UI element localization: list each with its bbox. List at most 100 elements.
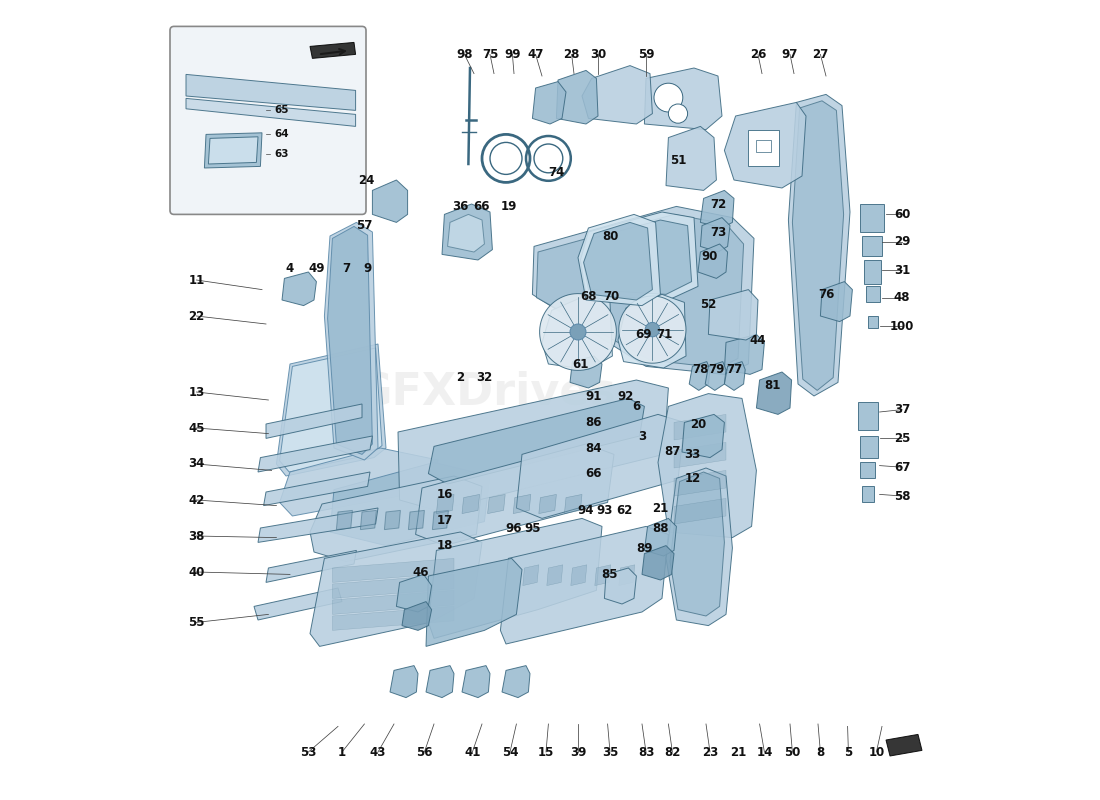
- Text: 61: 61: [572, 358, 588, 370]
- Text: 12: 12: [684, 472, 701, 485]
- Text: 70: 70: [604, 290, 619, 302]
- Text: 19: 19: [500, 200, 517, 213]
- Text: 52: 52: [701, 298, 716, 310]
- Polygon shape: [426, 558, 522, 646]
- Polygon shape: [396, 574, 431, 612]
- Text: 3: 3: [638, 430, 646, 442]
- Text: 100: 100: [890, 320, 914, 333]
- Text: 68: 68: [580, 290, 596, 302]
- Text: 11: 11: [188, 274, 205, 286]
- Text: 86: 86: [585, 416, 603, 429]
- Polygon shape: [310, 42, 355, 58]
- Polygon shape: [789, 94, 850, 396]
- Text: 94: 94: [578, 504, 594, 517]
- Polygon shape: [332, 574, 454, 598]
- Polygon shape: [564, 494, 582, 514]
- Text: 31: 31: [894, 264, 910, 277]
- Circle shape: [669, 104, 688, 123]
- Polygon shape: [408, 510, 425, 530]
- Polygon shape: [426, 666, 454, 698]
- Text: 74: 74: [548, 166, 564, 178]
- Polygon shape: [337, 510, 352, 530]
- Polygon shape: [258, 508, 378, 542]
- Text: 79: 79: [708, 363, 725, 376]
- Polygon shape: [821, 282, 852, 322]
- Text: 75: 75: [482, 48, 498, 61]
- Text: 4: 4: [286, 262, 294, 274]
- Polygon shape: [581, 212, 698, 300]
- Text: 27: 27: [812, 48, 828, 61]
- Polygon shape: [619, 296, 686, 363]
- Text: 33: 33: [684, 448, 701, 461]
- Text: 55: 55: [188, 616, 205, 629]
- Polygon shape: [674, 498, 726, 524]
- Text: 85: 85: [602, 568, 618, 581]
- Polygon shape: [448, 214, 484, 252]
- Polygon shape: [690, 362, 710, 390]
- Text: 67: 67: [894, 461, 910, 474]
- Polygon shape: [582, 66, 652, 124]
- Polygon shape: [674, 442, 726, 468]
- Polygon shape: [437, 494, 454, 514]
- Text: 30: 30: [590, 48, 606, 61]
- Text: 72: 72: [710, 198, 726, 210]
- Text: 21: 21: [652, 502, 669, 514]
- Polygon shape: [254, 588, 342, 620]
- FancyBboxPatch shape: [170, 26, 366, 214]
- Polygon shape: [557, 70, 598, 124]
- Text: 9: 9: [363, 262, 372, 274]
- Text: 43: 43: [370, 746, 386, 758]
- Text: 6: 6: [632, 400, 640, 413]
- Text: 42: 42: [188, 494, 205, 506]
- Text: 83: 83: [638, 746, 654, 758]
- Text: 25: 25: [894, 432, 910, 445]
- Text: 54: 54: [502, 746, 518, 758]
- Text: 66: 66: [585, 467, 603, 480]
- Polygon shape: [642, 546, 674, 580]
- Polygon shape: [516, 414, 684, 518]
- Text: 56: 56: [416, 746, 432, 758]
- Polygon shape: [708, 290, 758, 340]
- Text: 47: 47: [527, 48, 543, 61]
- Text: 87: 87: [664, 446, 681, 458]
- Polygon shape: [384, 510, 400, 530]
- Polygon shape: [186, 98, 355, 126]
- Polygon shape: [310, 476, 482, 562]
- Text: 20: 20: [690, 418, 706, 430]
- Polygon shape: [860, 204, 884, 232]
- Text: 23: 23: [702, 746, 718, 758]
- Text: 5: 5: [845, 746, 853, 758]
- Polygon shape: [860, 436, 878, 458]
- Text: 98: 98: [456, 48, 473, 61]
- Text: 10: 10: [868, 746, 884, 758]
- Polygon shape: [645, 68, 722, 130]
- Polygon shape: [578, 214, 660, 306]
- Polygon shape: [264, 472, 370, 506]
- Polygon shape: [670, 472, 725, 616]
- Text: 95: 95: [524, 522, 541, 534]
- Text: 7: 7: [342, 262, 350, 274]
- Text: 24: 24: [358, 174, 374, 186]
- Polygon shape: [186, 74, 355, 110]
- Text: 81: 81: [764, 379, 781, 392]
- Circle shape: [654, 83, 683, 112]
- Text: 92: 92: [618, 390, 635, 402]
- Polygon shape: [542, 294, 613, 370]
- Polygon shape: [862, 486, 874, 502]
- Text: 49: 49: [308, 262, 324, 274]
- Text: 57: 57: [356, 219, 373, 232]
- Polygon shape: [279, 448, 438, 516]
- Polygon shape: [570, 356, 602, 388]
- Polygon shape: [428, 518, 602, 638]
- Text: 32: 32: [476, 371, 493, 384]
- Polygon shape: [324, 222, 378, 460]
- Polygon shape: [571, 565, 586, 586]
- Polygon shape: [674, 470, 726, 496]
- Text: 35: 35: [602, 746, 618, 758]
- Text: 38: 38: [188, 530, 205, 542]
- Polygon shape: [266, 404, 362, 438]
- Text: 46: 46: [412, 566, 429, 578]
- Polygon shape: [282, 272, 317, 306]
- Polygon shape: [373, 180, 408, 222]
- Text: GFXDrives: GFXDrives: [355, 370, 616, 414]
